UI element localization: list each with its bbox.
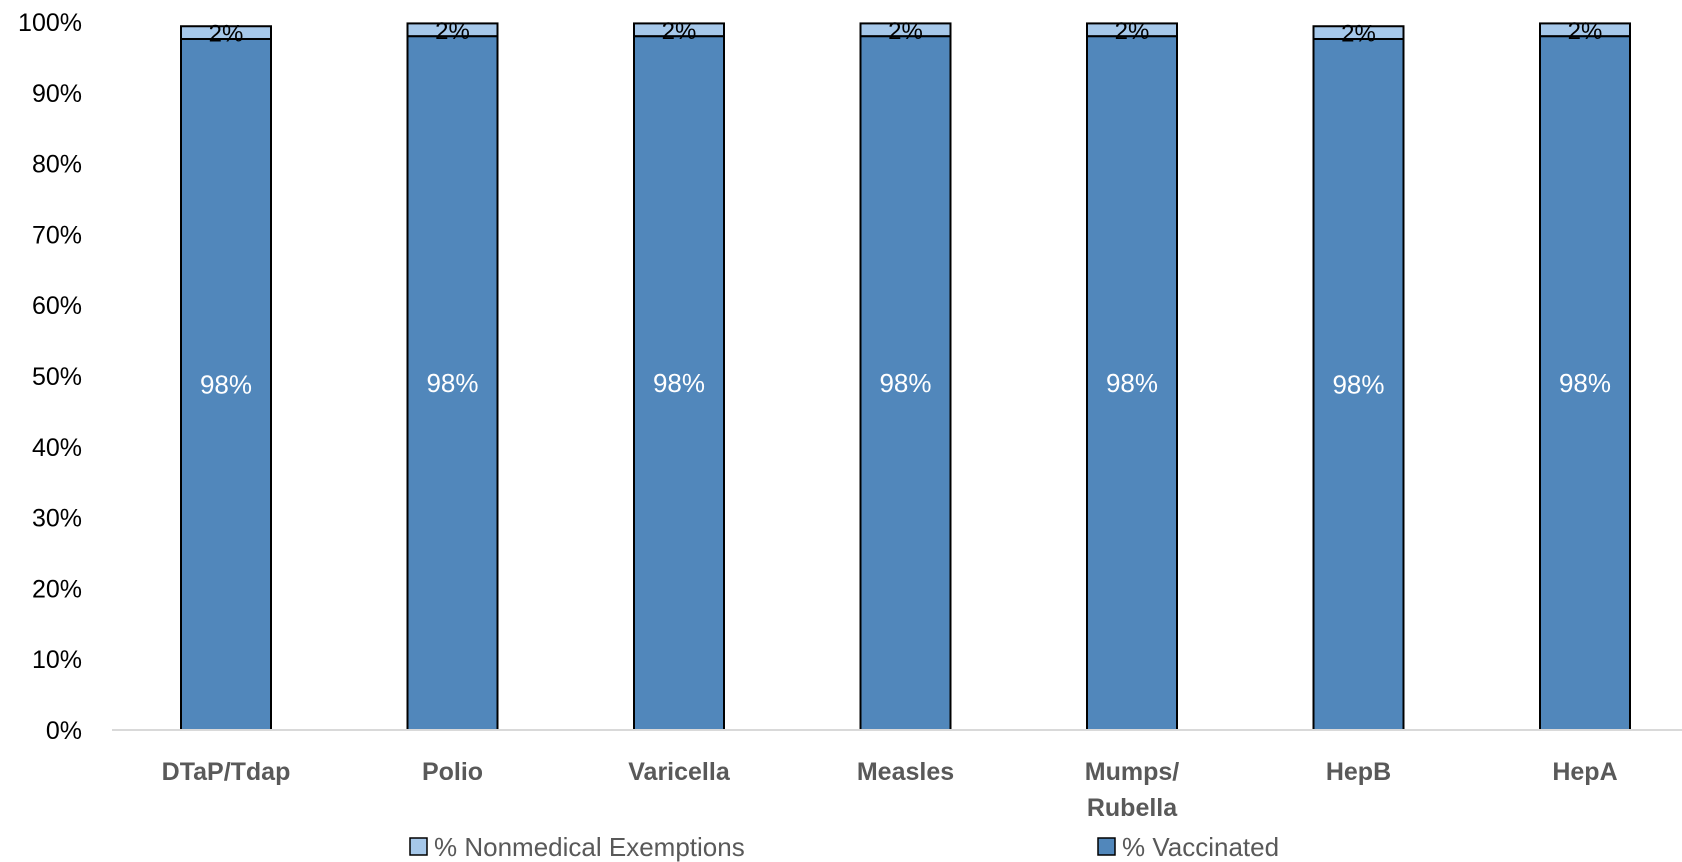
y-axis: 0% 10% 20% 30% 40% 50% 60% 70% 80% 90% 100%: [18, 9, 82, 745]
x-tick-label: Varicella: [628, 758, 731, 786]
y-tick-label: 40%: [32, 434, 82, 462]
y-tick-label: 50%: [32, 363, 82, 391]
legend: % Nonmedical Exemptions % Vaccinated: [410, 832, 1279, 862]
x-tick-label-line: HepA: [1552, 758, 1617, 786]
data-label-vaccinated: 98%: [200, 369, 252, 399]
legend-swatch: [410, 838, 427, 855]
x-tick-label: Measles: [857, 758, 954, 786]
data-label-vaccinated: 98%: [653, 368, 705, 398]
x-tick-label-line: Mumps/: [1085, 758, 1180, 786]
data-label-vaccinated: 98%: [426, 368, 478, 398]
data-label-vaccinated: 98%: [1332, 369, 1384, 399]
legend-label: % Nonmedical Exemptions: [434, 832, 745, 862]
x-tick-label-line: Varicella: [628, 758, 731, 786]
x-tick-label: Mumps/Rubella: [1085, 758, 1180, 822]
x-tick-label-line: Polio: [422, 758, 483, 786]
data-label-nonmedical-exemptions: 2%: [1341, 21, 1376, 48]
x-tick-label-line: Measles: [857, 758, 954, 786]
y-tick-label: 60%: [32, 292, 82, 320]
x-tick-label: Polio: [422, 758, 483, 786]
data-label-nonmedical-exemptions: 2%: [435, 18, 470, 45]
y-tick-label: 20%: [32, 575, 82, 603]
bars-group: 98% 2% 98% 2% 98% 2% 98% 2% 98% 2% 98% 2% 98% 2%: [181, 18, 1630, 730]
y-tick-label: 80%: [32, 151, 82, 179]
legend-swatch: [1098, 838, 1115, 855]
data-label-vaccinated: 98%: [1559, 368, 1611, 398]
x-axis: DTaP/Tdap Polio Varicella Measles Mumps/Rube…: [112, 730, 1682, 822]
data-label-nonmedical-exemptions: 2%: [1115, 18, 1150, 45]
data-label-vaccinated: 98%: [879, 368, 931, 398]
x-tick-label-line: DTaP/Tdap: [162, 758, 291, 786]
x-tick-label-line: HepB: [1326, 758, 1391, 786]
data-label-nonmedical-exemptions: 2%: [1568, 18, 1603, 45]
y-tick-label: 100%: [18, 9, 82, 37]
data-label-vaccinated: 98%: [1106, 368, 1158, 398]
y-tick-label: 0%: [46, 717, 82, 745]
x-tick-label: HepB: [1326, 758, 1391, 786]
data-label-nonmedical-exemptions: 2%: [888, 18, 923, 45]
data-label-nonmedical-exemptions: 2%: [209, 21, 244, 48]
y-tick-label: 30%: [32, 505, 82, 533]
data-label-nonmedical-exemptions: 2%: [662, 18, 697, 45]
legend-label: % Vaccinated: [1122, 832, 1279, 862]
x-tick-label: HepA: [1552, 758, 1617, 786]
x-tick-label: DTaP/Tdap: [162, 758, 291, 786]
y-tick-label: 90%: [32, 80, 82, 108]
y-tick-label: 10%: [32, 646, 82, 674]
x-tick-label-line: Rubella: [1087, 794, 1178, 822]
y-tick-label: 70%: [32, 221, 82, 249]
